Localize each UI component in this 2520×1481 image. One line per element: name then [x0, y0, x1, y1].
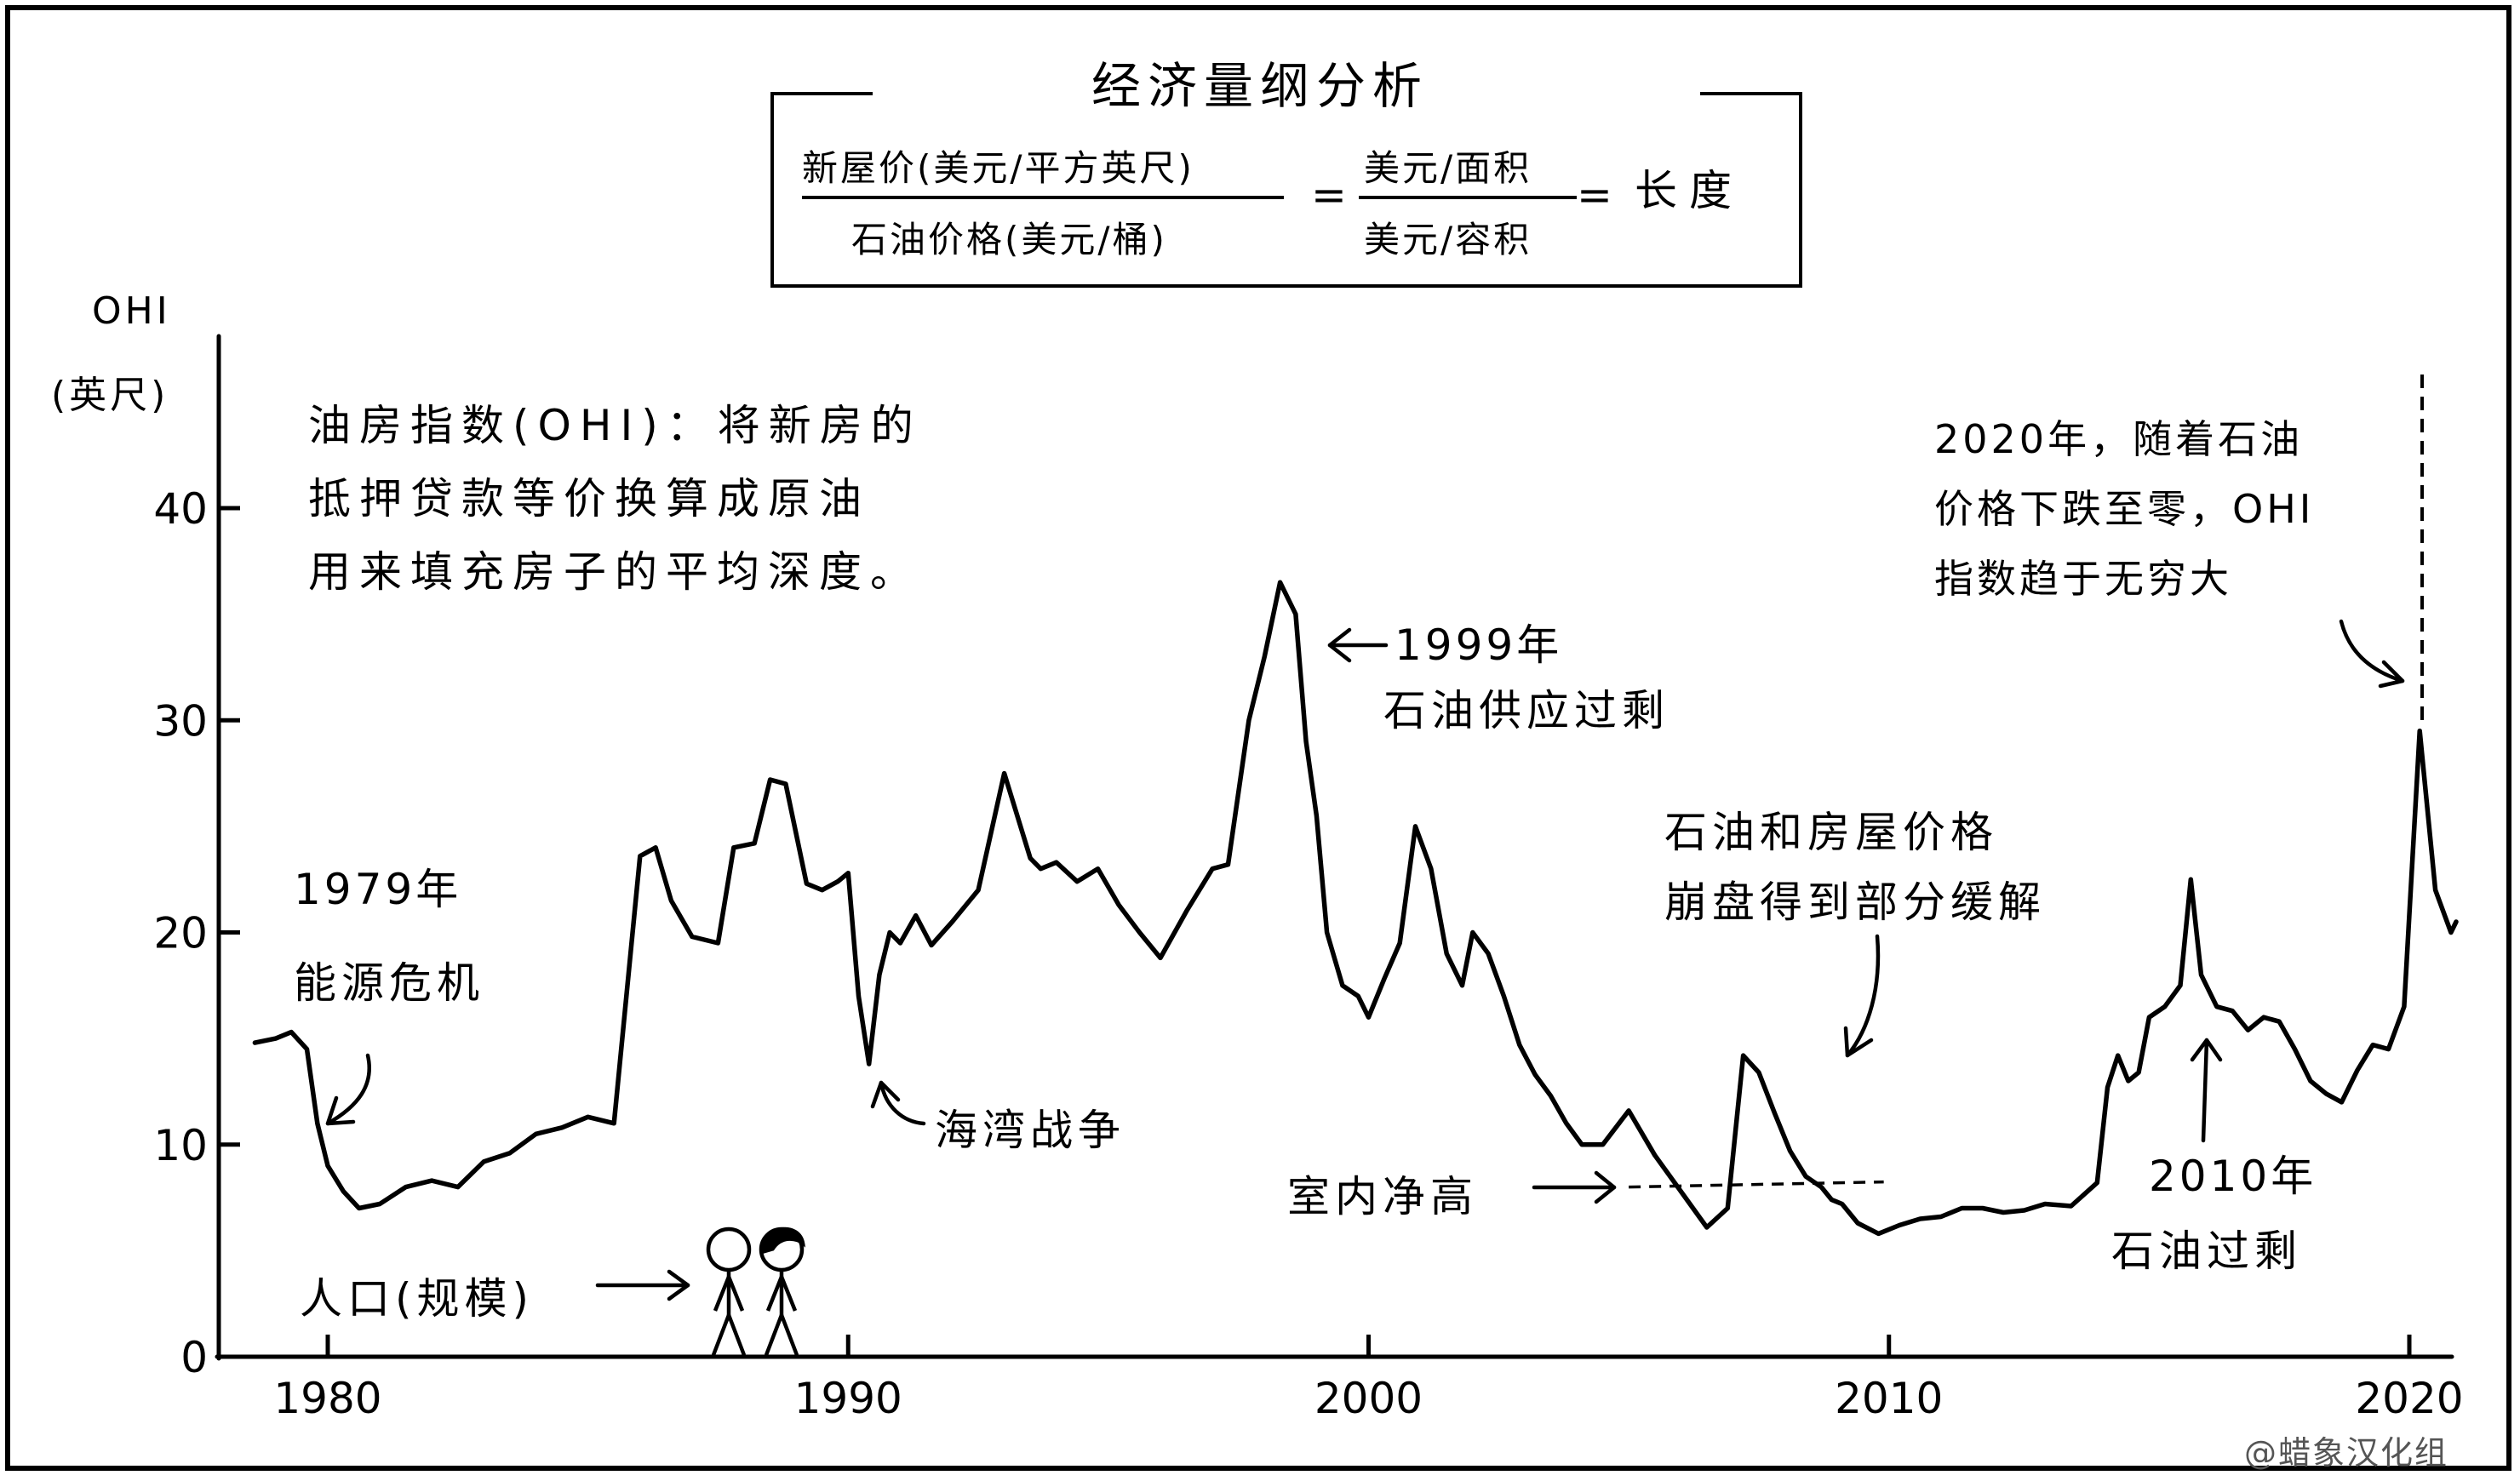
arrow-ceiling [1532, 1170, 1617, 1204]
definition-line-1: 油房指数(OHI)：将新房的 [308, 401, 922, 450]
definition-line-3: 用来填充房子的平均深度。 [308, 547, 921, 597]
stick-figure-1-head [706, 1227, 752, 1272]
annotation-relief-1: 石油和房屋价格 [1664, 808, 1998, 857]
stick-figure-2 [759, 1227, 806, 1356]
stick-figure-2-legs [764, 1309, 799, 1356]
annotation-1999-glut: 石油供应过剩 [1383, 686, 1670, 735]
arrow-2010 [2190, 1038, 2223, 1143]
arrow-1999 [1327, 627, 1389, 663]
formula-equals-1: = [1311, 170, 1350, 220]
chart-ticks: 0 10 20 30 40 1980 1990 2000 2010 2020 [153, 484, 2463, 1423]
formula-fraction-line-1 [802, 196, 1284, 199]
arrow-2020-head [2378, 660, 2405, 689]
x-tick-label: 2010 [1835, 1374, 1943, 1423]
annotation-1979-crisis: 能源危机 [294, 958, 484, 1008]
annotation-population: 人口(规模) [300, 1274, 535, 1324]
formula-result: 长度 [1635, 166, 1744, 215]
ceiling-dashed-line [1629, 1180, 1884, 1189]
formula-denominator: 石油价格(美元/桶) [851, 219, 1167, 260]
formula-numerator: 新屋价(美元/平方英尺) [802, 147, 1194, 189]
definition-line-2: 抵押贷款等价换算成原油 [308, 474, 870, 523]
formula-fraction-line-2 [1359, 196, 1577, 199]
y-tick-label: 30 [153, 696, 208, 746]
stick-figure-2-hair [759, 1227, 806, 1255]
arrow-population [595, 1269, 690, 1301]
annotation-2020-line-1: 2020年，随着石油 [1934, 416, 2304, 462]
annotation-1999-year: 1999年 [1395, 620, 1563, 670]
arrow-2010-shaft [2201, 1038, 2209, 1143]
arrow-relief-shaft [1845, 934, 1881, 1058]
x-tick-label: 1990 [794, 1374, 902, 1423]
arrow-population-head [667, 1269, 690, 1301]
formula-box [770, 92, 1802, 288]
annotation-2010-year: 2010年 [2149, 1152, 2317, 1201]
annotation-2020-line-3: 指数趋于无穷大 [1934, 556, 2232, 602]
arrow-relief [1843, 934, 1881, 1058]
ohi-line [252, 580, 2459, 1237]
arrow-2020 [2339, 619, 2405, 689]
x-tick-label: 1980 [273, 1374, 381, 1423]
arrow-gulf-war-shaft [879, 1080, 926, 1126]
arrow-1979-head [325, 1095, 356, 1126]
chart-title: 经济量纲分析 [1091, 57, 1429, 115]
chart-axes [215, 334, 2454, 1361]
x-tick-label: 2000 [1314, 1374, 1423, 1423]
stick-figure-1-legs [711, 1309, 747, 1356]
x-tick-label: 2020 [2355, 1374, 2463, 1423]
annotation-2020-line-2: 价格下跌至零，OHI [1934, 486, 2315, 532]
arrow-1979 [325, 1053, 371, 1126]
comic-frame [5, 5, 2511, 1471]
y-axis-label-1: OHI [92, 289, 171, 333]
stick-figure-1 [706, 1227, 752, 1356]
arrow-2010-head [2190, 1038, 2223, 1062]
y-tick-label: 20 [153, 909, 208, 958]
unit-numerator: 美元/面积 [1364, 147, 1532, 189]
y-tick-label: 0 [180, 1333, 208, 1382]
credit-text: @蜡象汉化组 [2244, 1434, 2449, 1472]
annotation-ceiling: 室内净高 [1287, 1172, 1478, 1221]
arrow-relief-head [1843, 1026, 1874, 1058]
stick-figure-1-arms [713, 1271, 745, 1312]
annotation-1979-year: 1979年 [294, 865, 462, 914]
arrow-1999-head [1327, 627, 1352, 663]
arrow-ceiling-head [1594, 1170, 1617, 1204]
annotation-relief-2: 崩盘得到部分缓解 [1664, 878, 2046, 927]
stick-figure-2-arms [765, 1271, 798, 1312]
y-tick-label: 40 [153, 484, 208, 534]
chart-decor [325, 375, 2424, 1356]
arrow-1979-shaft [325, 1053, 371, 1126]
arrow-gulf-war-head [870, 1080, 901, 1109]
chart-series [252, 580, 2459, 1237]
arrow-gulf-war [870, 1080, 926, 1126]
annotation-gulf-war: 海湾战争 [935, 1106, 1125, 1155]
unit-denominator: 美元/容积 [1364, 219, 1532, 260]
arrow-2020-shaft [2339, 619, 2405, 683]
y-axis-label-2: (英尺) [51, 374, 169, 417]
y-tick-label: 10 [153, 1121, 208, 1170]
formula-equals-2: = [1577, 170, 1616, 220]
annotation-2010-glut: 石油过剩 [2111, 1227, 2302, 1276]
